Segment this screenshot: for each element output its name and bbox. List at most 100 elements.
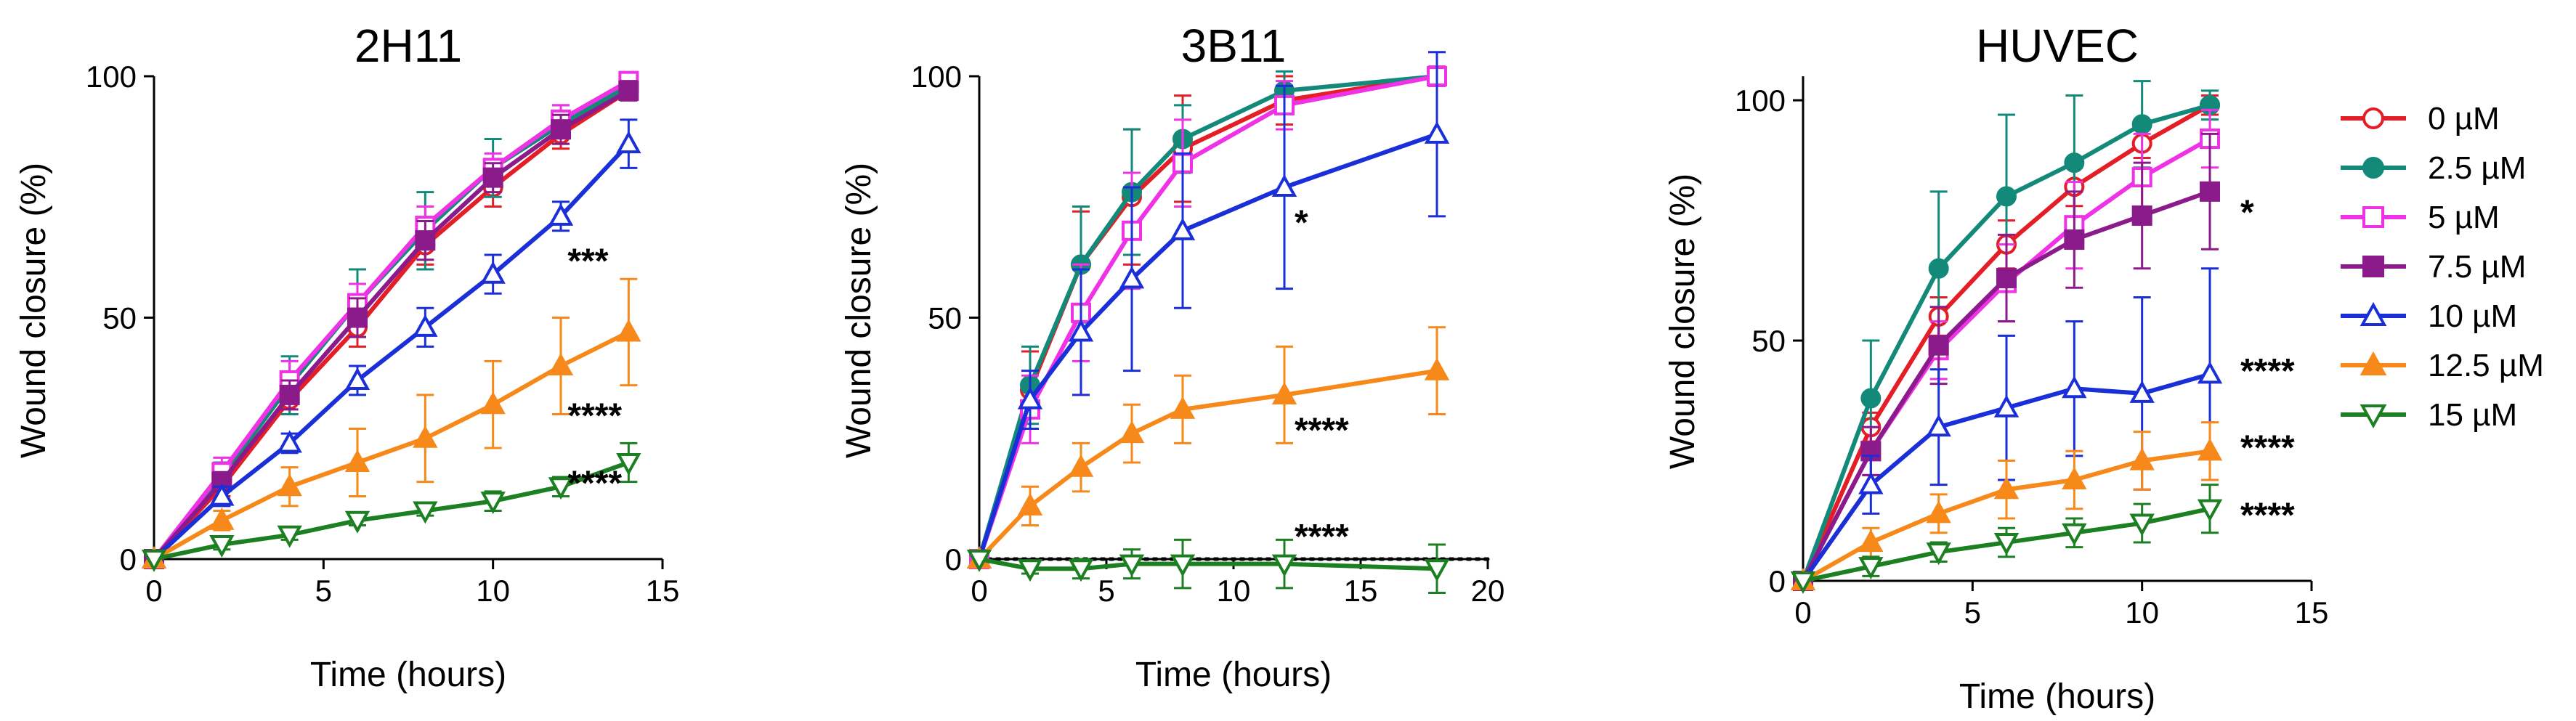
- x-tick-label: 15: [646, 574, 680, 608]
- legend-entry-0-um: 0 µM: [2341, 101, 2500, 137]
- data-point: [1996, 268, 2017, 288]
- y-tick-label: 100: [86, 60, 137, 94]
- x-tick-label: 0: [971, 574, 987, 608]
- y-axis-title: Wound closure (%): [15, 163, 53, 458]
- data-point: [616, 319, 641, 342]
- data-point: [1858, 529, 1884, 553]
- data-point: [413, 501, 438, 524]
- significance-label: *: [1295, 204, 1308, 243]
- data-point: [1119, 554, 1145, 577]
- data-point: [1068, 559, 1094, 582]
- data-point: [2064, 152, 2085, 174]
- series-line: [153, 460, 630, 561]
- x-tick-label: 5: [1098, 574, 1114, 608]
- series-15-um: [141, 441, 641, 572]
- data-point: [548, 477, 574, 500]
- y-tick-label: 50: [102, 301, 137, 335]
- y-tick-label: 100: [1735, 83, 1786, 118]
- data-point: [1996, 186, 2017, 207]
- data-point: [1858, 557, 1884, 580]
- data-point: [344, 367, 370, 390]
- data-point: [413, 425, 438, 448]
- data-point: [1928, 335, 1949, 356]
- legend-label: 12.5 µM: [2428, 348, 2544, 383]
- data-point: [551, 119, 571, 140]
- data-point: [2131, 205, 2152, 226]
- data-point: [209, 483, 235, 506]
- legend-label: 7.5 µM: [2428, 249, 2526, 285]
- x-tick-label: 5: [1964, 595, 1981, 630]
- series-15-um: [966, 538, 1450, 595]
- series-7-5-um: [144, 80, 639, 569]
- significance-label: ***: [567, 243, 608, 281]
- series-2-5-um: [969, 65, 1447, 569]
- data-point: [1271, 381, 1297, 404]
- x-tick-label: 20: [1471, 574, 1505, 608]
- data-point: [344, 510, 370, 534]
- data-point: [1860, 388, 1882, 409]
- x-tick-label: 5: [315, 574, 332, 608]
- data-point: [1926, 500, 1951, 524]
- data-point: [2062, 523, 2087, 546]
- x-axis-title: Time (hours): [310, 656, 506, 694]
- data-point: [480, 391, 506, 415]
- data-point: [1119, 420, 1145, 444]
- data-point: [616, 452, 641, 476]
- chart-title: 2H11: [355, 20, 462, 72]
- data-point: [1170, 554, 1196, 577]
- x-tick-label: 0: [1794, 595, 1811, 630]
- data-point: [1017, 492, 1043, 516]
- legend-entry-12-5-um: 12.5 µM: [2341, 348, 2544, 383]
- x-tick-label: 0: [145, 574, 162, 608]
- data-point: [2062, 467, 2087, 490]
- x-axis-title: Time (hours): [1135, 656, 1332, 694]
- series-7-5-um: [1793, 132, 2220, 591]
- y-tick-label: 0: [945, 542, 962, 577]
- chart-title: 3B11: [1181, 20, 1287, 72]
- legend-label: 0 µM: [2428, 101, 2500, 137]
- legend-entry-2-5-um: 2.5 µM: [2341, 150, 2526, 186]
- data-point: [2064, 229, 2085, 250]
- data-point: [1068, 319, 1094, 342]
- data-point: [209, 535, 235, 558]
- x-axis-title: Time (hours): [1959, 677, 2155, 716]
- data-point: [277, 473, 302, 497]
- legend-marker: [2360, 301, 2387, 326]
- legend-entry-5-um: 5 µM: [2341, 200, 2500, 235]
- series-line: [977, 74, 1438, 560]
- series-10-um: [141, 118, 641, 569]
- data-point: [344, 449, 370, 473]
- y-tick-label: 100: [911, 60, 962, 94]
- series-10-um: [966, 51, 1450, 569]
- y-tick-label: 0: [1769, 564, 1786, 598]
- significance-label: ****: [2240, 429, 2295, 468]
- series-line: [152, 142, 631, 561]
- data-point: [480, 261, 506, 284]
- data-point: [2131, 114, 2152, 135]
- data-point: [2197, 361, 2223, 384]
- series-line: [153, 330, 630, 561]
- data-point: [2129, 447, 2155, 471]
- x-tick-label: 10: [1217, 574, 1251, 608]
- legend-marker: [2362, 107, 2384, 129]
- data-point: [1858, 471, 1884, 494]
- data-point: [277, 525, 302, 548]
- data-point: [277, 430, 302, 453]
- series-0-um: [969, 65, 1447, 569]
- data-point: [1271, 174, 1297, 197]
- data-point: [618, 80, 639, 101]
- legend-label: 2.5 µM: [2428, 150, 2526, 186]
- legend-label: 5 µM: [2428, 200, 2500, 235]
- legend-label: 15 µM: [2428, 397, 2517, 433]
- y-tick-label: 50: [928, 301, 962, 335]
- data-point: [1926, 542, 1951, 566]
- series-12-5-um: [1790, 421, 2223, 591]
- legend-entry-10-um: 10 µM: [2341, 298, 2517, 334]
- significance-label: *: [2240, 193, 2254, 232]
- data-point: [1993, 394, 2020, 417]
- data-point: [1271, 554, 1297, 577]
- data-point: [966, 549, 992, 572]
- data-point: [1993, 533, 2020, 555]
- data-point: [2197, 499, 2223, 522]
